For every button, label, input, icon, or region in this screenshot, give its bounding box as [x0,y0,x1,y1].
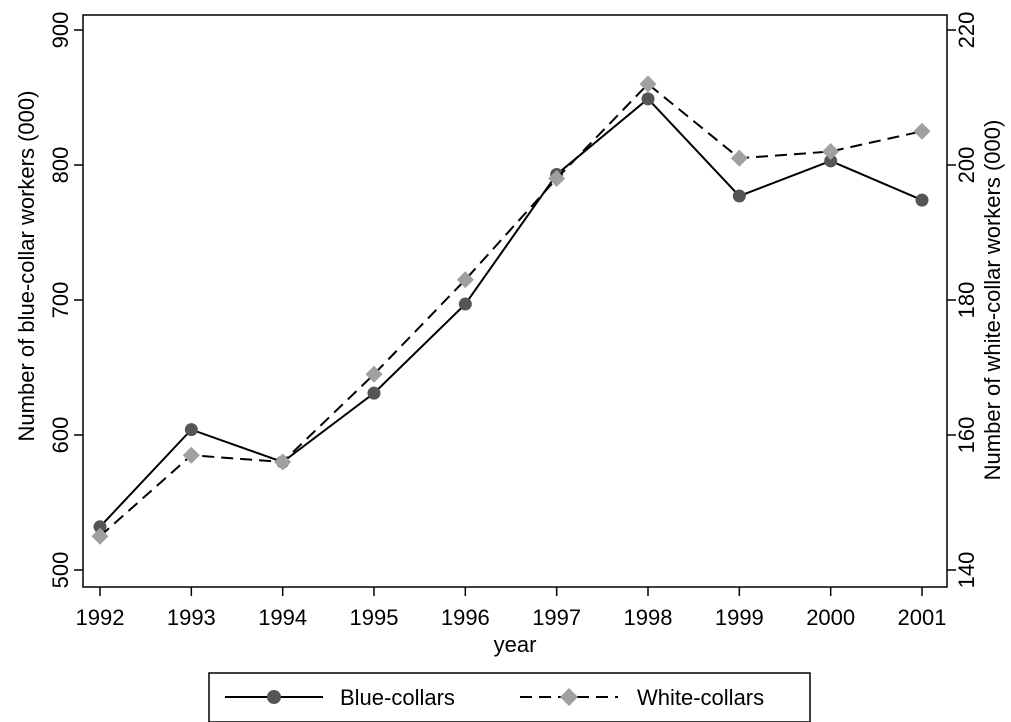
blue-collars-point [458,297,472,311]
x-tick-label: 2001 [898,605,947,630]
white-collars-point [182,446,200,464]
left-y-tick-label: 600 [48,417,73,454]
blue-collars-point [93,520,107,534]
x-tick-label: 1999 [715,605,764,630]
white-collars-point [274,453,292,471]
right-y-axis-title: Number of white-collar workers (000) [980,120,1005,481]
right-y-tick-label: 160 [954,417,979,454]
left-y-tick-label: 900 [48,12,73,49]
white-collars-point [730,149,748,167]
white-collars-point [548,170,566,187]
white-collars-point [91,527,109,545]
left-y-axis-title: Number of blue-collar workers (000) [14,91,39,442]
x-tick-label: 1996 [441,605,490,630]
left-y-axis: 500 600 700 800 900 [48,12,83,589]
x-axis-title: year [494,632,537,657]
blue-collars-point [915,193,929,207]
plot-frame [82,14,948,588]
left-y-tick-label: 700 [48,282,73,319]
x-axis: 1992 1993 1994 1995 1996 1997 1998 1999 2000 2001 [76,587,947,630]
right-y-tick-label: 180 [954,282,979,319]
white-collars-point [639,75,657,93]
right-y-tick-label: 200 [954,147,979,184]
blue-collars-point [184,423,198,437]
white-collars-point [913,122,931,140]
right-y-tick-label: 220 [954,12,979,49]
x-tick-label: 1997 [532,605,581,630]
right-y-tick-label: 140 [954,552,979,589]
blue-collars-point [824,154,838,168]
legend-white-collars-marker [560,688,578,706]
white-collars-point [822,143,840,160]
series-layer [91,75,931,545]
left-y-tick-label: 500 [48,552,73,589]
white-collars-point [365,365,383,383]
blue-collars-point [732,189,746,203]
white-collars-line [99,82,923,537]
blue-collars-point [641,92,655,106]
x-tick-label: 1992 [76,605,125,630]
x-tick-label: 1994 [258,605,307,630]
x-tick-label: 1993 [167,605,216,630]
white-collars-point [456,271,474,289]
legend-blue-collars-marker [267,690,281,704]
legend: Blue-collars White-collars [208,672,811,722]
x-tick-label: 2000 [806,605,855,630]
blue-collars-point [367,386,381,400]
blue-collars-line [99,97,923,528]
left-y-tick-label: 800 [48,147,73,184]
legend-blue-collars-label: Blue-collars [340,685,455,710]
right-y-axis: 140 160 180 200 220 [947,12,979,589]
x-tick-label: 1998 [624,605,673,630]
x-tick-label: 1995 [350,605,399,630]
legend-white-collars-label: White-collars [637,685,764,710]
